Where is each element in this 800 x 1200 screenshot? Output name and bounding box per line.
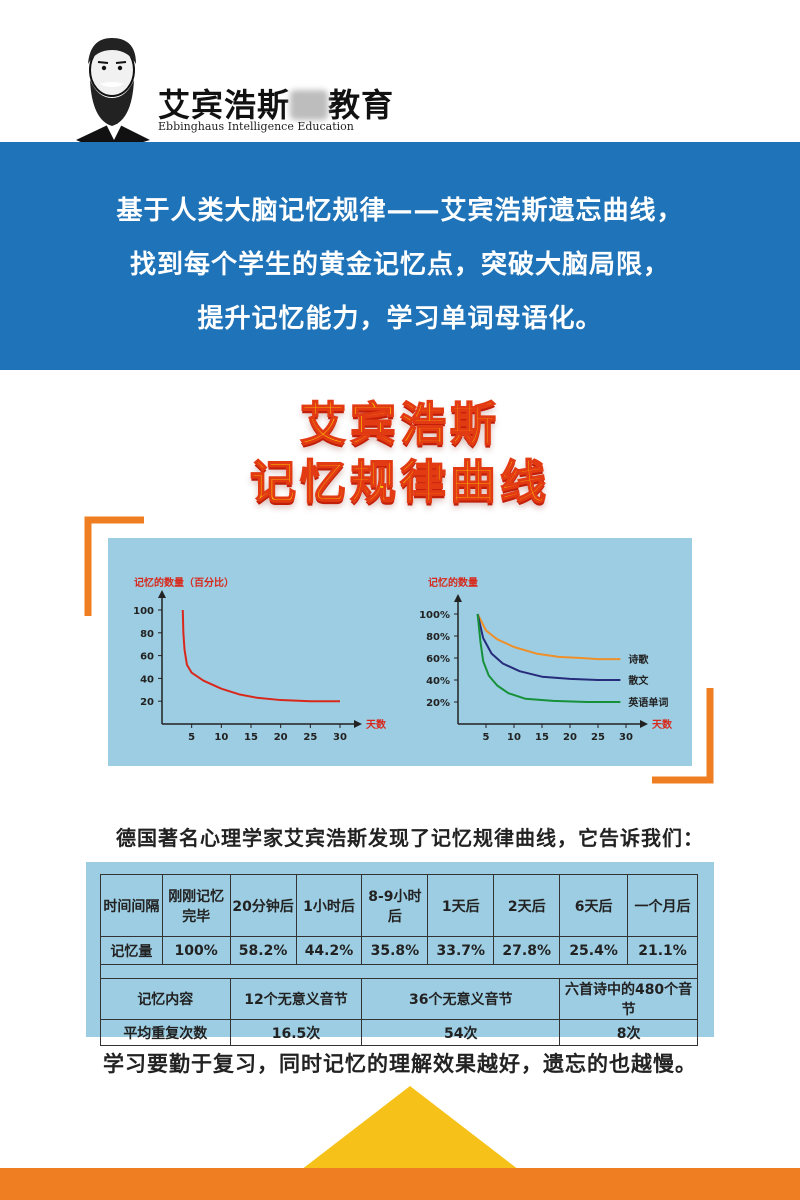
interval-cell: 8-9小时后 xyxy=(361,874,429,937)
repeat-cell: 16.5次 xyxy=(229,1019,363,1046)
x-tick-label: 10 xyxy=(507,732,521,743)
y-tick-label: 80 xyxy=(140,629,154,640)
content-cell: 12个无意义音节 xyxy=(229,978,363,1020)
amount-cell: 100% xyxy=(161,936,231,965)
x-axis-title: 天数 xyxy=(366,718,387,731)
banner-line-2: 找到每个学生的黄金记忆点，突破大脑局限， xyxy=(129,250,670,280)
interval-cell: 2天后 xyxy=(493,874,561,937)
spacer-cell xyxy=(100,964,698,979)
y-axis-title: 记忆的数量 xyxy=(428,576,478,589)
series-line xyxy=(476,613,621,703)
memory-table: 时间间隔 刚刚记忆完毕 20分钟后 1小时后 8-9小时后 1天后 2天后 6天… xyxy=(100,874,698,1046)
x-tick-label: 15 xyxy=(535,732,549,743)
y-axis-arrow xyxy=(158,590,166,598)
repeat-cell: 54次 xyxy=(361,1019,561,1046)
interval-cell: 刚刚记忆完毕 xyxy=(161,874,231,937)
interval-header: 时间间隔 xyxy=(100,874,163,937)
top-left-bracket xyxy=(84,516,144,616)
interval-cell: 一个月后 xyxy=(627,874,698,937)
x-axis-arrow xyxy=(354,720,362,728)
amount-cell: 25.4% xyxy=(559,936,629,965)
series-line xyxy=(476,613,621,661)
content-row: 记忆内容 12个无意义音节 36个无意义音节 六首诗中的480个音节 xyxy=(100,978,698,1020)
amount-header: 记忆量 xyxy=(100,936,163,965)
repeat-cell: 8次 xyxy=(559,1019,698,1046)
y-tick-label: 80% xyxy=(426,632,450,643)
y-tick-label: 60 xyxy=(140,652,154,663)
x-tick-label: 20 xyxy=(274,732,288,743)
interval-cell: 6天后 xyxy=(559,874,629,937)
bearded-man-portrait-icon xyxy=(76,38,150,146)
intro-banner: 基于人类大脑记忆规律——艾宾浩斯遗忘曲线， 找到每个学生的黄金记忆点，突破大脑局… xyxy=(0,142,800,370)
y-axis-arrow xyxy=(454,594,462,602)
y-tick-label: 40 xyxy=(140,674,154,685)
x-axis-arrow xyxy=(640,720,648,728)
content-cell: 六首诗中的480个音节 xyxy=(559,978,698,1020)
y-tick-label: 20 xyxy=(140,697,154,708)
y-tick-label: 100% xyxy=(419,610,450,621)
series-label: 散文 xyxy=(628,674,649,687)
intro-sentence: 德国著名心理学家艾宾浩斯发现了记忆规律曲线，它告诉我们： xyxy=(116,826,704,850)
x-tick-label: 30 xyxy=(619,732,633,743)
bottom-right-bracket xyxy=(652,688,714,784)
amount-cell: 27.8% xyxy=(493,936,561,965)
amount-cell: 21.1% xyxy=(627,936,698,965)
logo: 艾宾浩斯 教育 Ebbinghaus Intelligence Education xyxy=(70,28,450,146)
y-tick-label: 20% xyxy=(426,698,450,709)
interval-row: 时间间隔 刚刚记忆完毕 20分钟后 1小时后 8-9小时后 1天后 2天后 6天… xyxy=(100,874,698,937)
logo-title: 艾宾浩斯 教育 xyxy=(158,86,395,124)
chart-panel: 记忆的数量（百分比） 天数 20 40 60 80 100 5 10 15 20 25 30 记忆的数量天… xyxy=(108,538,692,766)
interval-cell: 1天后 xyxy=(427,874,495,937)
series-line xyxy=(181,609,340,703)
headline-line-1: 艾宾浩斯 xyxy=(299,396,500,452)
interval-cell: 1小时后 xyxy=(295,874,363,937)
amount-cell: 33.7% xyxy=(427,936,495,965)
x-tick-label: 10 xyxy=(214,732,228,743)
x-tick-label: 5 xyxy=(188,732,195,743)
series-label: 诗歌 xyxy=(628,653,649,666)
banner-line-1: 基于人类大脑记忆规律——艾宾浩斯遗忘曲线， xyxy=(116,196,684,226)
y-tick-label: 40% xyxy=(426,676,450,687)
closing-sentence: 学习要勤于复习，同时记忆的理解效果越好，遗忘的也越慢。 xyxy=(103,1052,697,1076)
x-tick-label: 20 xyxy=(563,732,577,743)
logo-subtitle: Ebbinghaus Intelligence Education xyxy=(158,120,354,133)
x-tick-label: 15 xyxy=(244,732,258,743)
spacer-row xyxy=(100,964,698,979)
bottom-orange-band xyxy=(0,1168,800,1200)
x-tick-label: 25 xyxy=(303,732,317,743)
series-line xyxy=(476,613,621,681)
amount-cell: 35.8% xyxy=(361,936,429,965)
series-label: 英语单词 xyxy=(627,696,668,709)
y-tick-label: 60% xyxy=(426,654,450,665)
interval-cell: 20分钟后 xyxy=(229,874,297,937)
x-tick-label: 30 xyxy=(333,732,347,743)
amount-cell: 58.2% xyxy=(229,936,297,965)
banner-line-3: 提升记忆能力，学习单词母语化。 xyxy=(197,304,603,334)
headline-line-2: 记忆规律曲线 xyxy=(249,454,550,510)
repeat-header: 平均重复次数 xyxy=(100,1019,231,1046)
repeat-row: 平均重复次数 16.5次 54次 8次 xyxy=(100,1019,698,1046)
content-cell: 36个无意义音节 xyxy=(361,978,561,1020)
x-axis-title: 天数 xyxy=(652,718,673,731)
amount-row: 记忆量 100% 58.2% 44.2% 35.8% 33.7% 27.8% 2… xyxy=(100,936,698,965)
content-header: 记忆内容 xyxy=(100,978,231,1020)
x-tick-label: 25 xyxy=(591,732,605,743)
y-axis-title: 记忆的数量（百分比） xyxy=(134,576,234,589)
logo-blurred-region xyxy=(290,90,329,120)
x-tick-label: 5 xyxy=(483,732,490,743)
charts-svg: 记忆的数量（百分比） 天数 20 40 60 80 100 5 10 15 20 25 30 记忆的数量天… xyxy=(133,576,673,743)
amount-cell: 44.2% xyxy=(295,936,363,965)
y-tick-label: 100 xyxy=(133,606,154,617)
